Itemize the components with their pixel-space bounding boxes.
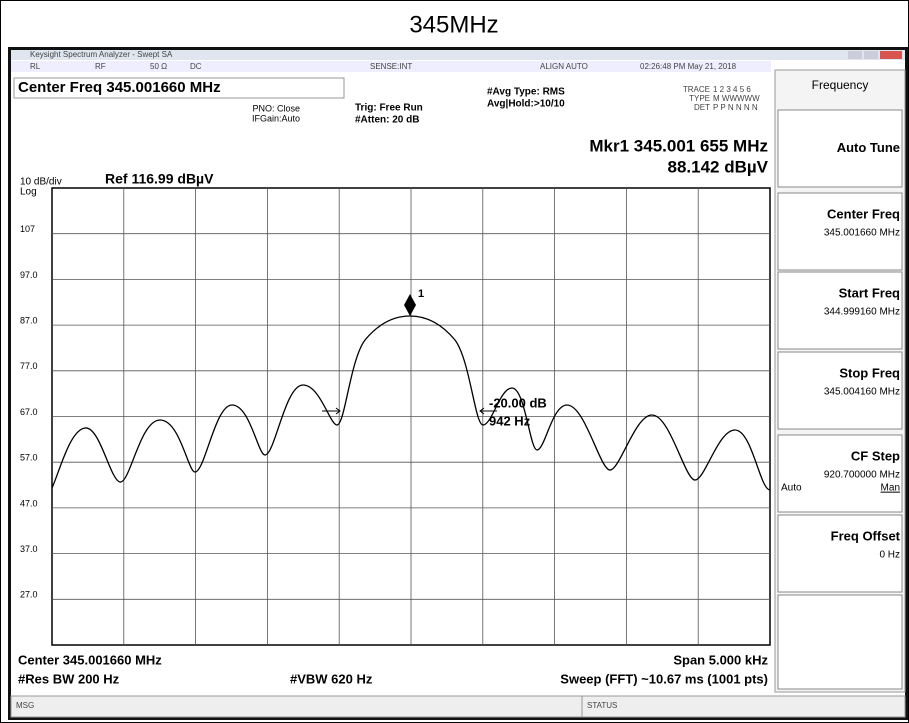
softkey-option: Man	[881, 483, 900, 494]
trace	[51, 315, 771, 491]
scale-div: 10 dB/div	[20, 177, 62, 188]
ndb-left	[322, 407, 341, 415]
marker-level: 88.142 dBµV	[667, 157, 768, 176]
footer-rbw: #Res BW 200 Hz	[18, 671, 120, 686]
marker-number: 1	[418, 288, 424, 300]
softkey-label: Freq Offset	[831, 528, 901, 543]
softkey-value: 345.001660 MHz	[824, 228, 900, 239]
title-bar	[11, 50, 905, 60]
softkey-label: CF Step	[851, 448, 900, 463]
softkey-option: Auto	[781, 483, 802, 494]
menu-title: Frequency	[812, 78, 869, 92]
softkey-value: 344.999160 MHz	[824, 307, 900, 318]
softkey[interactable]	[777, 514, 903, 593]
ndb-right	[479, 407, 497, 415]
status: STATUS	[587, 701, 617, 710]
y-label: 57.0	[20, 453, 38, 463]
y-label: 87.0	[20, 315, 38, 325]
ndb-bandwidth: 942 Hz	[489, 413, 531, 428]
type-value: M WWWWW	[713, 94, 760, 103]
y-label: 107	[20, 224, 35, 234]
footer-span: Span 5.000 kHz	[673, 652, 768, 667]
window-controls[interactable]	[848, 51, 902, 59]
msg: MSG	[16, 701, 34, 710]
softkey[interactable]	[777, 192, 903, 271]
status-item: ALIGN AUTO	[540, 62, 588, 71]
det-label: DET	[694, 103, 710, 112]
status-item: SENSE:INT	[370, 62, 412, 71]
status-item: 50 Ω	[150, 62, 167, 71]
center-freq: Center Freq 345.001660 MHz	[18, 79, 221, 96]
marker-freq: Mkr1 345.001 655 MHz	[589, 136, 768, 155]
softkey-value: 0 Hz	[879, 550, 900, 561]
ifgain: IFGain:Auto	[252, 113, 300, 123]
softkey-label: Auto Tune	[837, 140, 900, 155]
y-label: 27.0	[20, 590, 38, 600]
close[interactable]	[880, 51, 902, 59]
footer-sweep: Sweep (FFT) ~10.67 ms (1001 pts)	[560, 671, 768, 686]
y-label: 37.0	[20, 544, 38, 554]
trig: Trig: Free Run	[355, 103, 423, 114]
softkey[interactable]	[777, 109, 903, 188]
softkey[interactable]	[777, 434, 903, 513]
avg-type: #Avg Type: RMS	[487, 87, 565, 98]
status-item: RL	[30, 62, 41, 71]
status-item: DC	[190, 62, 202, 71]
footer-center: Center 345.001660 MHz	[18, 652, 162, 667]
ndb-level: -20.00 dB	[489, 395, 547, 410]
pno: PNO: Close	[252, 103, 300, 113]
status-item: RF	[95, 62, 106, 71]
status-item: 02:26:48 PM May 21, 2018	[640, 62, 737, 71]
minimize[interactable]	[848, 51, 862, 59]
softkey-value: 345.004160 MHz	[824, 387, 900, 398]
trace-label: TRACE	[683, 85, 710, 94]
softkey-value: 920.700000 MHz	[824, 470, 900, 481]
ref-level: Ref 116.99 dBµV	[105, 171, 214, 187]
y-label: 97.0	[20, 270, 38, 280]
softkey[interactable]	[777, 351, 903, 430]
maximize[interactable]	[864, 51, 878, 59]
footer-vbw: #VBW 620 Hz	[290, 671, 373, 686]
y-label: 67.0	[20, 407, 38, 417]
softkey-label: Center Freq	[827, 206, 900, 221]
softkey-label: Stop Freq	[839, 365, 900, 380]
center-box	[13, 77, 345, 99]
softkey[interactable]	[777, 271, 903, 350]
y-label: 77.0	[20, 361, 38, 371]
atten: #Atten: 20 dB	[355, 115, 419, 126]
scale-mode: Log	[20, 187, 37, 198]
marker-diamond	[404, 294, 416, 316]
message-bar	[10, 695, 906, 718]
det-value: P P N N N N	[713, 103, 758, 112]
type-label: TYPE	[689, 94, 710, 103]
avg-hold: Avg|Hold:>10/10	[487, 99, 565, 110]
trace-value: 1 2 3 4 5 6	[713, 85, 751, 94]
y-label: 47.0	[20, 498, 38, 508]
softkey-label: Start Freq	[839, 285, 900, 300]
status-row	[11, 61, 771, 72]
banner: 345MHz	[409, 11, 498, 38]
softkey[interactable]	[777, 594, 903, 690]
window-title: Keysight Spectrum Analyzer - Swept SA	[30, 50, 173, 59]
